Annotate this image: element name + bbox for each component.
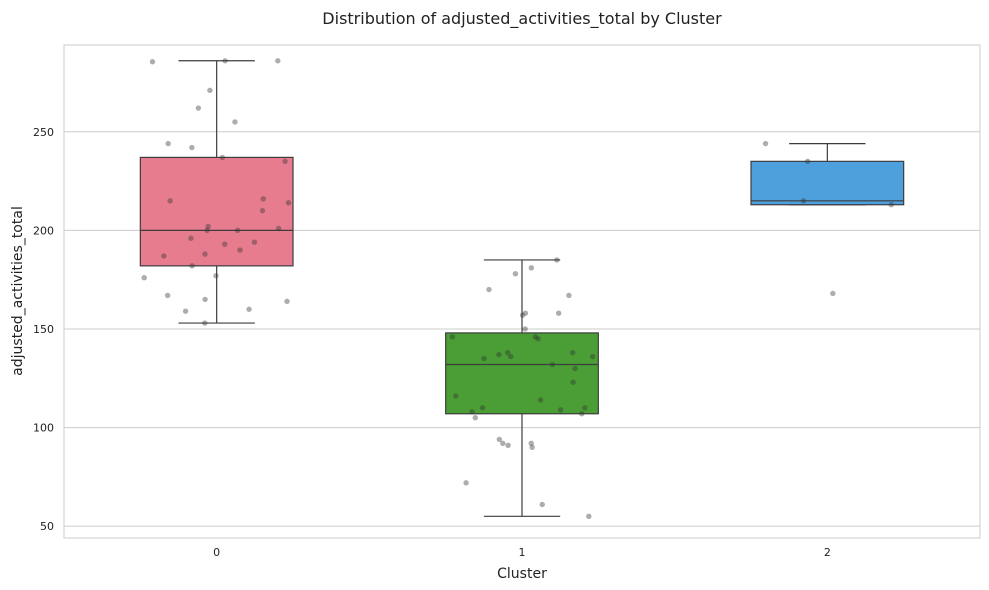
- data-point: [481, 355, 487, 362]
- data-point: [586, 513, 592, 520]
- data-point: [189, 144, 195, 151]
- data-point: [537, 397, 544, 403]
- data-point: [285, 200, 292, 206]
- data-point: [449, 334, 456, 340]
- data-point: [512, 271, 519, 277]
- data-point: [463, 480, 469, 486]
- data-point: [284, 298, 290, 305]
- data-point: [800, 198, 807, 204]
- data-point: [165, 140, 171, 147]
- data-point: [453, 393, 459, 399]
- data-point: [246, 306, 252, 312]
- data-point: [528, 265, 535, 271]
- data-point: [504, 349, 511, 356]
- x-tick-label: 1: [519, 546, 526, 559]
- data-point: [161, 253, 167, 259]
- data-point: [188, 235, 194, 241]
- data-point: [234, 227, 241, 234]
- data-point: [195, 105, 202, 111]
- box-cluster-2: [750, 160, 905, 206]
- box-cluster-1: [445, 332, 599, 415]
- data-point: [237, 247, 243, 253]
- data-point: [496, 436, 503, 443]
- data-point: [529, 444, 535, 450]
- data-point: [207, 87, 213, 94]
- data-point: [762, 140, 769, 147]
- x-axis-label: Cluster: [497, 566, 547, 582]
- y-tick-label: 50: [40, 520, 54, 533]
- data-point: [522, 326, 528, 332]
- data-point: [189, 263, 195, 269]
- y-tick-label: 100: [33, 422, 54, 435]
- data-point: [888, 202, 894, 208]
- chart-title: Distribution of adjusted_activities_tota…: [322, 9, 722, 29]
- data-point: [282, 158, 288, 165]
- data-point: [251, 239, 258, 245]
- data-point: [557, 407, 564, 413]
- data-point: [566, 292, 572, 299]
- x-tick-label: 2: [824, 546, 831, 559]
- data-point: [472, 415, 478, 421]
- data-point: [149, 59, 156, 65]
- data-point: [582, 405, 588, 411]
- data-point: [202, 320, 208, 326]
- data-point: [555, 310, 562, 316]
- data-point: [528, 440, 534, 447]
- data-point: [830, 290, 836, 297]
- y-axis-ticks: 50 100 150 200 250: [33, 126, 54, 533]
- data-point: [202, 251, 208, 257]
- data-point: [569, 349, 576, 356]
- data-point: [532, 334, 539, 340]
- data-point: [260, 196, 266, 202]
- y-axis-label: adjusted_activities_total: [10, 206, 26, 376]
- data-point: [539, 501, 545, 508]
- data-point: [549, 361, 556, 368]
- data-point: [202, 296, 208, 303]
- point-layer: [141, 58, 894, 520]
- data-point: [219, 154, 226, 161]
- data-point: [535, 336, 541, 342]
- box-layer: [139, 60, 905, 517]
- data-point: [222, 241, 228, 247]
- data-point: [479, 405, 486, 411]
- data-point: [554, 257, 560, 263]
- data-point: [167, 198, 173, 204]
- data-point: [500, 440, 506, 447]
- data-point: [570, 379, 576, 385]
- data-point: [204, 227, 210, 234]
- data-point: [182, 308, 189, 314]
- x-tick-label: 0: [213, 546, 220, 559]
- data-point: [232, 119, 238, 125]
- data-point: [213, 273, 219, 279]
- data-point: [164, 292, 171, 299]
- data-point: [275, 225, 282, 232]
- data-point: [141, 274, 147, 281]
- data-point: [804, 158, 811, 165]
- data-point: [522, 310, 529, 316]
- data-point: [486, 286, 492, 293]
- data-point: [519, 312, 526, 318]
- data-point: [205, 223, 211, 230]
- data-point: [275, 58, 281, 64]
- y-tick-label: 200: [33, 224, 54, 237]
- data-point: [589, 353, 596, 360]
- box-cluster-0: [139, 156, 294, 267]
- y-tick-label: 150: [33, 323, 54, 336]
- x-axis-ticks: 0 1 2: [213, 546, 831, 559]
- data-point: [505, 442, 511, 449]
- y-tick-label: 250: [33, 126, 54, 139]
- data-point: [222, 58, 228, 64]
- data-point: [579, 411, 585, 417]
- data-point: [469, 409, 475, 415]
- data-point: [572, 365, 578, 372]
- data-point: [508, 353, 514, 360]
- data-point: [259, 207, 266, 214]
- data-point: [496, 351, 502, 358]
